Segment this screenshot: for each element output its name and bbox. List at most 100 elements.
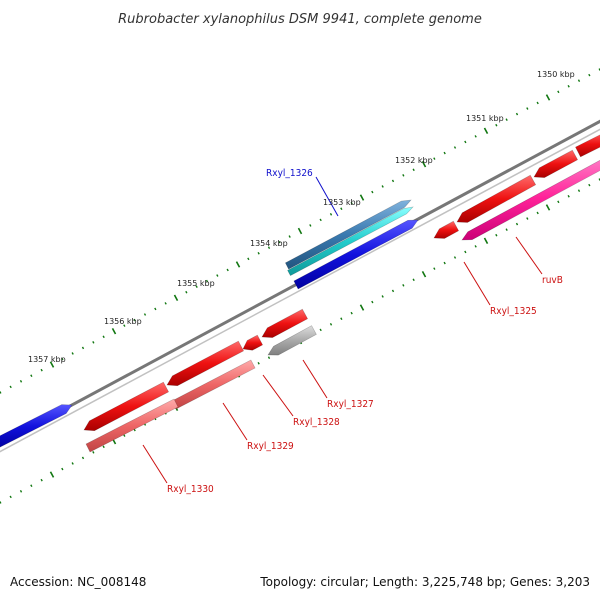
ruler-minor-tick [453,146,457,149]
cds-rxyl-1326-steel [284,199,412,270]
ruler-minor-tick [133,428,136,432]
outer-ruler [0,68,600,394]
ruler-minor-tick [19,489,23,493]
ruler-minor-tick [588,183,591,187]
ruler-minor-tick [577,79,581,83]
ruler-minor-tick [505,228,508,231]
cds-salmon-1 [171,359,256,410]
ruler-minor-tick [515,112,519,116]
ruler-minor-tick [350,201,353,205]
ruler-minor-tick [402,174,405,177]
tick-label-1354: 1354 kbp [250,239,288,248]
ruler-minor-tick [329,212,333,216]
ruler-minor-tick [319,218,322,222]
ruler-minor-tick [205,279,209,283]
ruler-minor-tick [154,307,157,311]
map-title: Rubrobacter xylanophilus DSM 9941, compl… [118,12,482,27]
tick-label-1353: 1353 kbp [323,198,361,207]
ruler-minor-tick [257,361,260,365]
ruler-minor-tick [433,267,436,270]
ruler-minor-tick [9,495,12,499]
ruler-minor-tick [340,207,343,211]
ruler-minor-tick [81,456,85,460]
ruler-minor-tick [30,374,33,378]
gene-label-ruvb: ruvB [542,275,563,286]
ruler-minor-tick [443,151,446,155]
ruler-minor-tick [123,324,126,327]
ruler-minor-tick [526,217,529,220]
ruler-major-tick [421,271,427,278]
ruler-minor-tick [267,246,271,250]
ruler-minor-tick [216,274,219,277]
ruler-minor-tick [267,356,271,360]
ruler-minor-tick [464,140,467,144]
ruler-minor-tick [340,317,343,321]
ruler-minor-tick [433,157,436,160]
ruler-minor-tick [81,346,85,350]
ruler-major-tick [483,127,489,134]
ruler-minor-tick [40,368,43,372]
ruler-minor-tick [474,135,477,138]
ruler-minor-tick [381,295,384,298]
ruler-minor-tick [92,341,95,344]
cds-red-rxyl-1325 [433,220,460,239]
tick-label-1357: 1357 kbp [28,355,66,364]
ruler-minor-tick [102,335,105,339]
ruler-minor-tick [557,90,560,94]
ruler-major-tick [359,194,365,201]
cds-red-rxyl-1327 [261,308,309,338]
ruler-minor-tick [40,478,43,482]
gene-label-rxyl-1327: Rxyl_1327 [327,399,374,410]
tick-label-1355: 1355 kbp [177,279,215,288]
gene-labels: Rxyl_1326 ruvB Rxyl_1325 Rxyl_1327 Rxyl_… [167,168,563,495]
tick-label-1356: 1356 kbp [104,317,142,326]
ruler-minor-tick [391,289,395,293]
ruler-minor-tick [123,434,126,437]
ruler-minor-tick [61,357,64,361]
ruler-minor-tick [133,318,136,322]
ruler-minor-tick [495,123,498,127]
cds-gray [267,325,317,356]
ruler-minor-tick [288,235,291,238]
ruler-major-tick [545,94,551,101]
ruler-minor-tick [402,284,405,287]
ruler-minor-tick [412,168,415,172]
gene-label-rxyl-1330: Rxyl_1330 [167,484,214,495]
ruler-minor-tick [495,233,498,237]
ruler-minor-tick [350,311,353,315]
ruler-minor-tick [453,256,457,259]
ruler-minor-tick [164,302,167,305]
cds-red-rxyl-1328 [242,334,264,351]
ruler-minor-tick [0,391,2,394]
ruler-minor-tick [71,462,74,465]
ruler-minor-tick [391,179,395,183]
ruler-major-tick [483,237,489,244]
gene-label-rxyl-1325: Rxyl_1325 [490,306,537,317]
ruler-major-tick [49,361,55,368]
ruler-minor-tick [505,118,508,121]
cds-red-2 [533,149,579,178]
ruler-minor-tick [567,194,570,198]
ruler-minor-tick [92,451,95,454]
ruler-minor-tick [30,484,33,488]
cds-red-3 [456,174,537,223]
cds-red-rxyl-1330 [83,381,170,432]
ruler-major-tick [297,227,303,235]
ruler-minor-tick [464,250,467,254]
ruler-minor-tick [143,313,147,316]
cds-rxyl-1326-cyan [287,206,414,277]
ruler-major-tick [49,471,55,478]
ruler-minor-tick [319,328,322,332]
label-leaders [142,176,543,484]
ruler-minor-tick [71,352,74,355]
ruler-major-tick [111,328,117,335]
tick-label-1352: 1352 kbp [395,156,433,165]
ruler-major-tick [235,261,241,268]
cds-salmon-2 [85,398,179,453]
ruler-minor-tick [536,101,539,105]
ruler-minor-tick [9,385,12,389]
ruler-minor-tick [557,200,560,204]
ruler-minor-tick [102,445,105,449]
tick-label-1350: 1350 kbp [537,70,575,79]
ruler-minor-tick [329,322,333,326]
